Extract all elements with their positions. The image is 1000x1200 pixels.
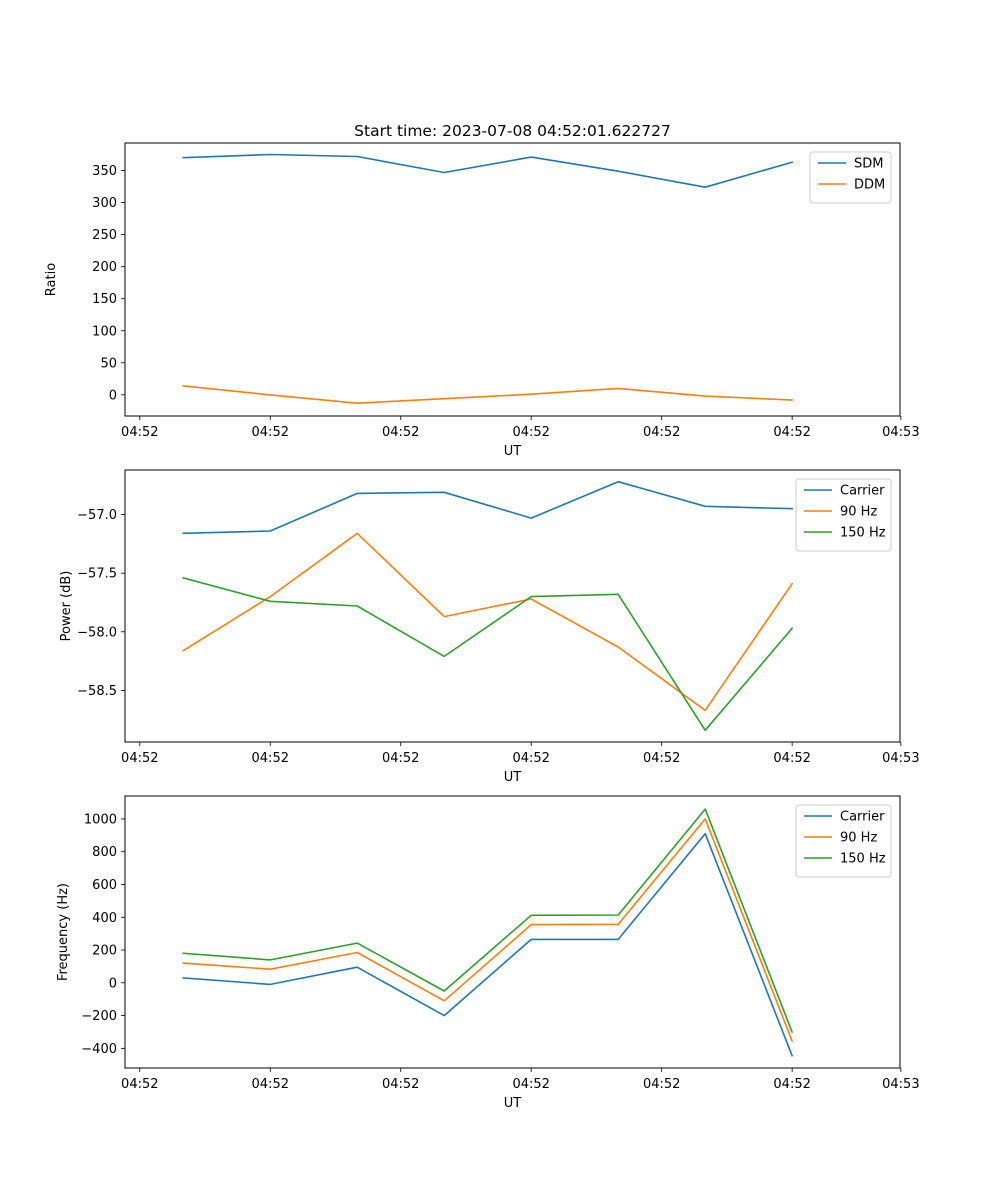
- series-line-90-hz: [182, 818, 794, 1043]
- series-line-sdm: [182, 153, 794, 188]
- series-line-150-hz: [182, 576, 794, 732]
- x-axis-label: UT: [504, 1096, 522, 1111]
- x-tick-label: 04:52: [382, 1077, 419, 1092]
- y-tick-label: 800: [92, 845, 117, 860]
- y-tick-label: 1000: [84, 812, 117, 827]
- chart-title: Start time: 2023-07-08 04:52:01.622727: [354, 122, 671, 140]
- x-tick-label: 04:52: [512, 751, 549, 766]
- x-tick-label: 04:52: [773, 751, 810, 766]
- y-tick-label: 0: [109, 976, 117, 991]
- series-line-90-hz: [182, 532, 794, 712]
- legend-label: Carrier: [840, 484, 885, 499]
- legend: Carrier 90 Hz 150 Hz: [795, 804, 892, 878]
- y-tick-label: −57.0: [77, 508, 117, 523]
- x-tick-label: 04:53: [882, 425, 919, 440]
- y-tick-label: 350: [92, 164, 117, 179]
- x-tick-label: 04:52: [382, 751, 419, 766]
- y-tick-label: 300: [92, 196, 117, 211]
- legend-box: [795, 478, 892, 552]
- y-tick-label: 250: [92, 228, 117, 243]
- x-tick-label: 04:52: [121, 425, 158, 440]
- legend-label: SDM: [854, 157, 883, 172]
- x-tick-label: 04:52: [121, 751, 158, 766]
- x-tick-label: 04:52: [643, 1077, 680, 1092]
- x-tick-label: 04:53: [882, 751, 919, 766]
- legend-label: 90 Hz: [840, 831, 877, 846]
- x-axis-label: UT: [504, 444, 522, 459]
- series-line-ddm: [182, 385, 793, 405]
- legend-box: [809, 151, 892, 204]
- chart-panel-1: 04:52 04:52 04:52 04:52 04:52 04:52 04:53 0 50 10…: [44, 122, 920, 459]
- x-tick-label: 04:52: [773, 1077, 810, 1092]
- y-tick-label: 0: [109, 388, 117, 403]
- y-tick-label: −400: [81, 1042, 117, 1057]
- plot-frame: [124, 469, 901, 743]
- x-tick-label: 04:52: [121, 1077, 158, 1092]
- y-tick-label: 200: [92, 944, 117, 959]
- y-tick-label: 50: [100, 356, 117, 371]
- y-axis-label: Power (dB): [59, 571, 74, 642]
- y-tick-label: 400: [92, 911, 117, 926]
- legend-label: Carrier: [840, 810, 885, 825]
- legend-box: [795, 804, 892, 878]
- x-tick-label: 04:52: [252, 425, 289, 440]
- x-tick-label: 04:52: [512, 425, 549, 440]
- x-tick-label: 04:52: [382, 425, 419, 440]
- y-axis-label: Ratio: [44, 263, 59, 296]
- legend-label: 150 Hz: [840, 526, 886, 541]
- legend-label: DDM: [854, 178, 885, 193]
- y-tick-label: −58.0: [77, 625, 117, 640]
- y-tick-label: −58.5: [77, 684, 117, 699]
- legend: SDM DDM: [809, 151, 892, 204]
- x-tick-label: 04:53: [882, 1077, 919, 1092]
- y-axis-label: Frequency (Hz): [56, 883, 71, 981]
- legend-label: 150 Hz: [840, 852, 886, 867]
- legend-label: 90 Hz: [840, 505, 877, 520]
- x-tick-label: 04:52: [643, 751, 680, 766]
- y-tick-label: 150: [92, 292, 117, 307]
- x-tick-label: 04:52: [252, 1077, 289, 1092]
- plot-frame: [124, 795, 901, 1069]
- x-tick-label: 04:52: [512, 1077, 549, 1092]
- series-line-carrier: [182, 832, 794, 1057]
- chart-panel-3: 04:52 04:52 04:52 04:52 04:52 04:52 04:53 −400 −…: [56, 795, 920, 1111]
- y-tick-label: 200: [92, 260, 117, 275]
- y-tick-label: −200: [81, 1009, 117, 1024]
- x-tick-label: 04:52: [643, 425, 680, 440]
- x-tick-label: 04:52: [252, 751, 289, 766]
- chart-panel-2: 04:52 04:52 04:52 04:52 04:52 04:52 04:53 −58.5…: [59, 469, 920, 785]
- plot-frame: [124, 142, 901, 417]
- y-tick-label: 600: [92, 878, 117, 893]
- x-tick-label: 04:52: [773, 425, 810, 440]
- y-tick-label: −57.5: [77, 567, 117, 582]
- series-line-carrier: [182, 480, 793, 535]
- y-tick-label: 100: [92, 324, 117, 339]
- series-line-150-hz: [182, 808, 794, 1034]
- legend: Carrier 90 Hz 150 Hz: [795, 478, 892, 552]
- x-axis-label: UT: [504, 770, 522, 785]
